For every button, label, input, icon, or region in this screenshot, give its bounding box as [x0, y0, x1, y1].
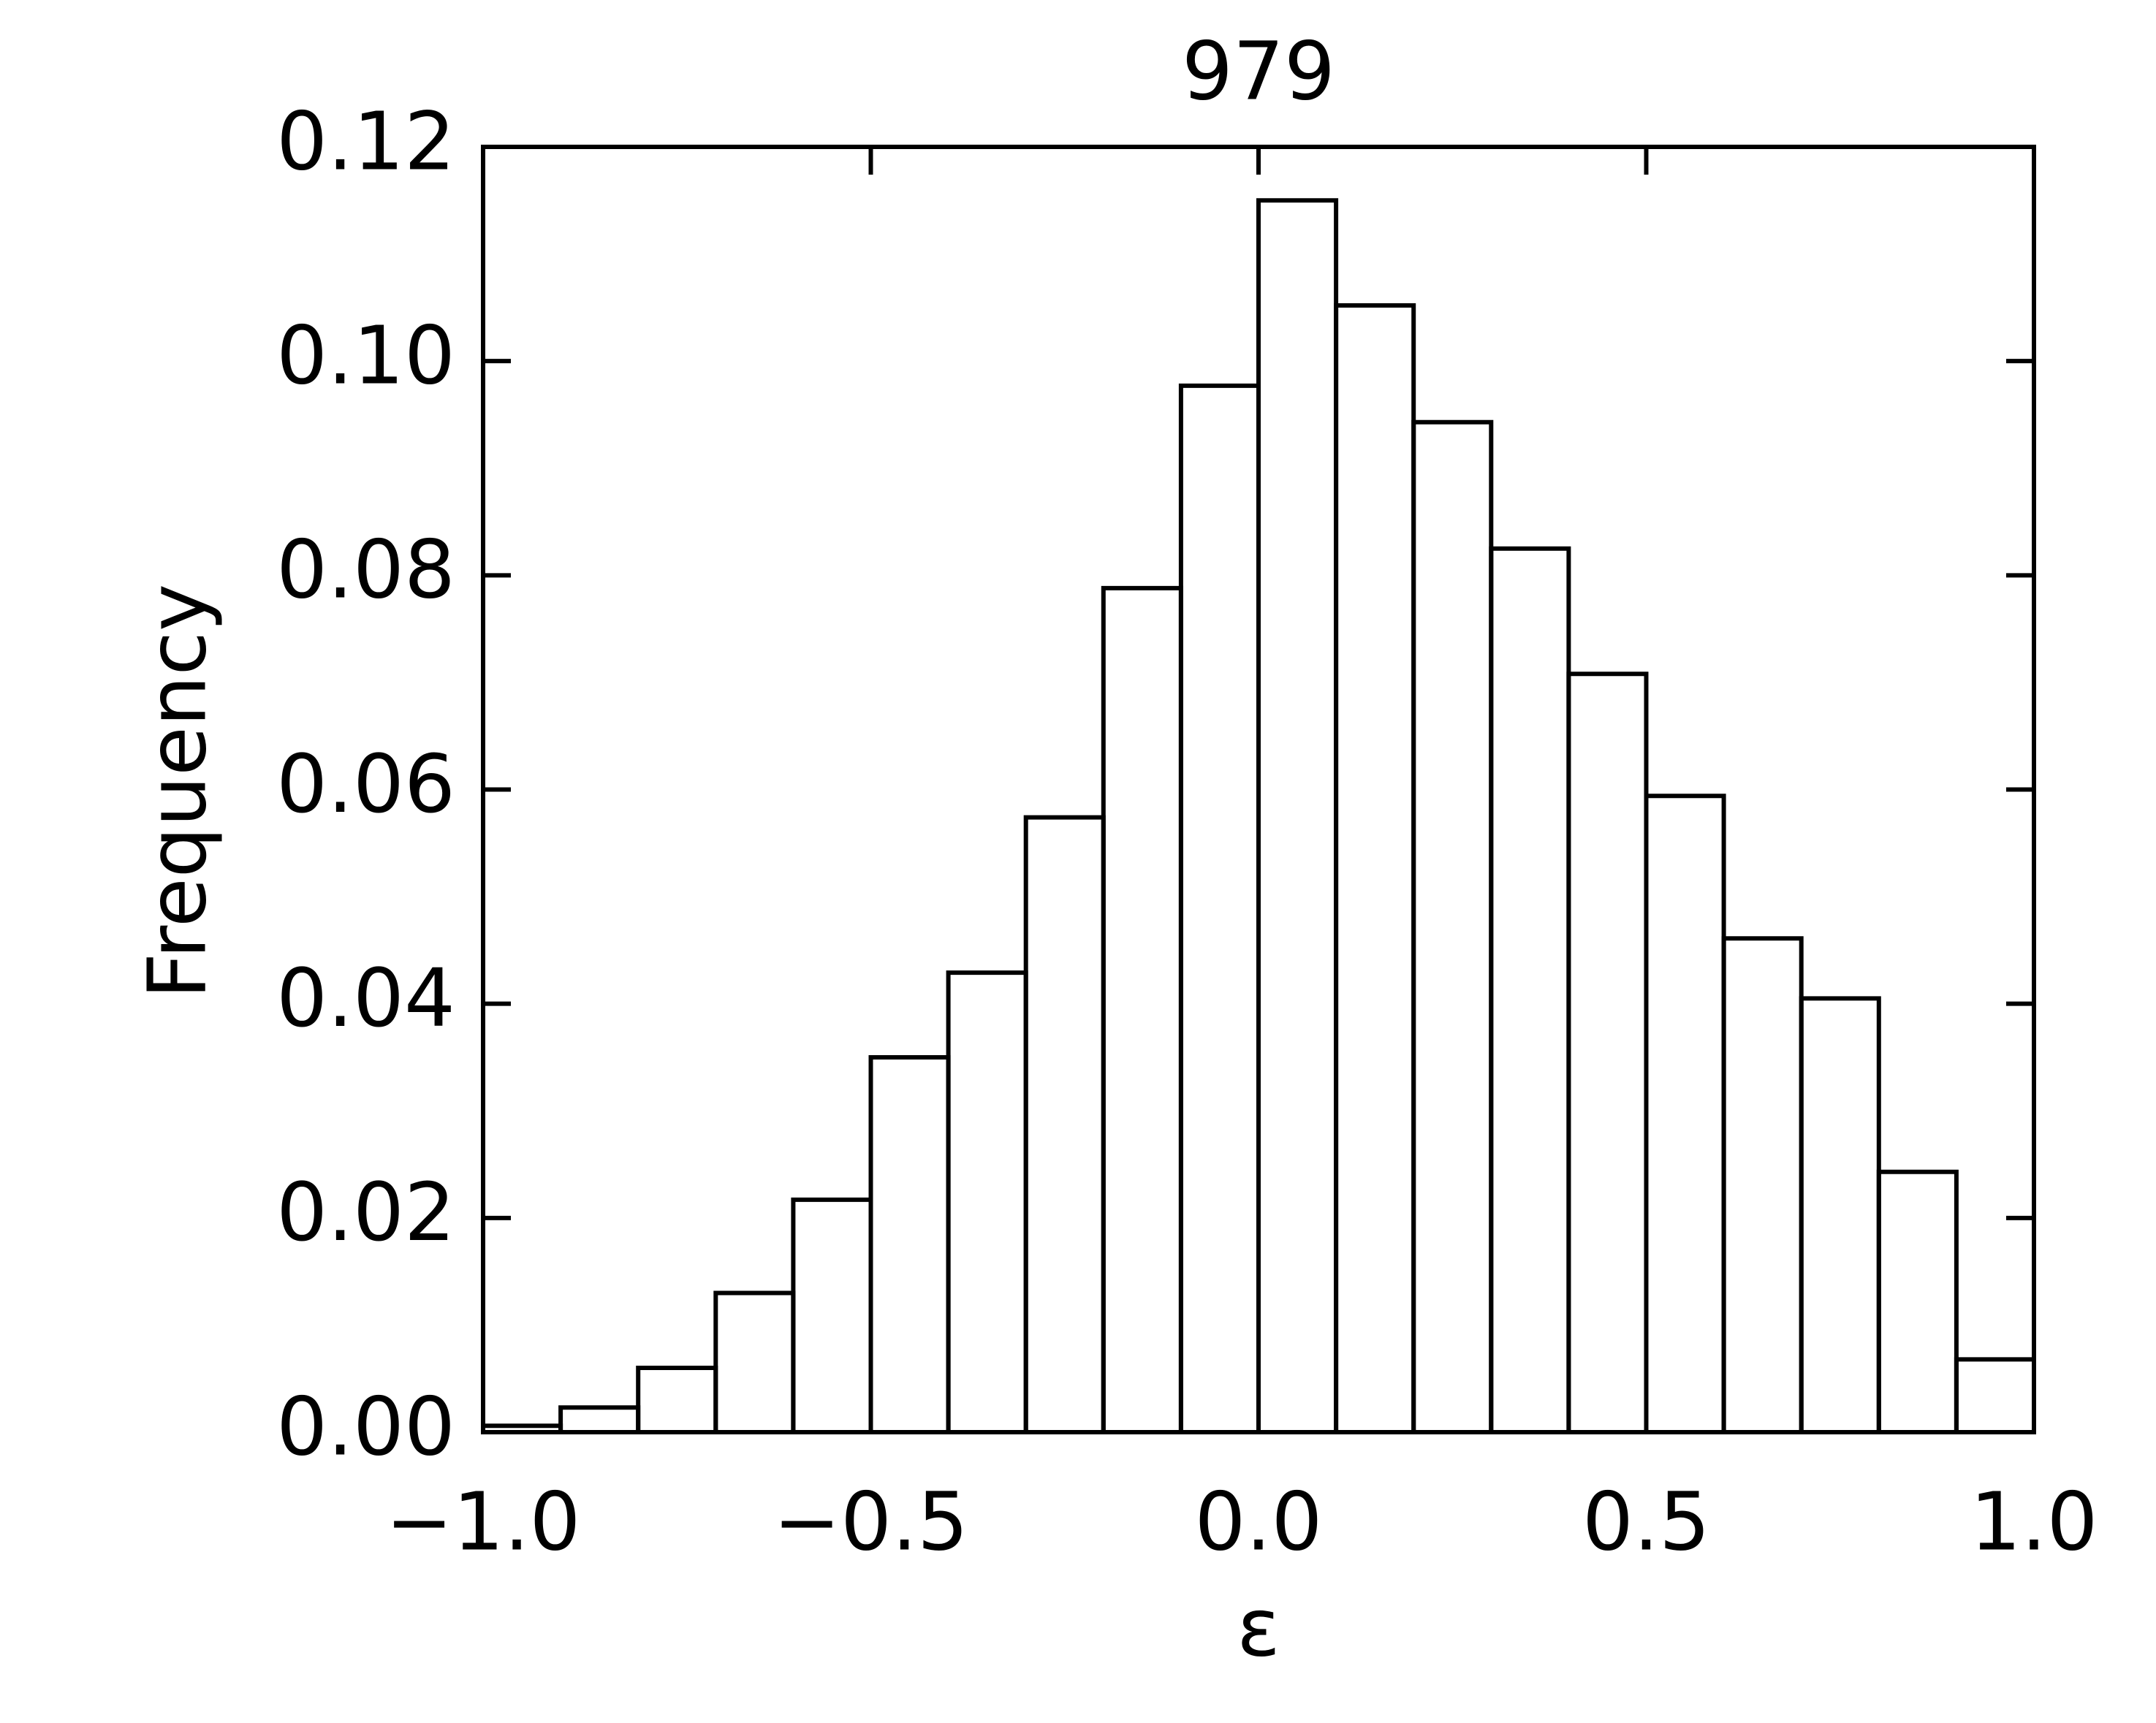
bar: [1256, 198, 1339, 1432]
bar: [868, 1054, 951, 1432]
bar: [1023, 815, 1106, 1432]
x-tick-label: −0.5: [773, 1475, 968, 1568]
chart-title: 979: [1182, 24, 1335, 118]
bar: [636, 1366, 718, 1432]
bar: [1644, 794, 1726, 1432]
bar: [1489, 546, 1571, 1432]
bar: [1334, 303, 1416, 1432]
bar: [1876, 1169, 1959, 1432]
x-tick-label: 0.5: [1582, 1475, 1710, 1568]
x-tick-label: 1.0: [1970, 1475, 2098, 1568]
bar: [946, 970, 1028, 1432]
y-tick-label: 0.06: [276, 737, 455, 831]
bar: [1721, 936, 1804, 1432]
y-tick-label: 0.00: [276, 1380, 455, 1473]
bar: [1411, 419, 1494, 1432]
x-tick-label: −1.0: [385, 1475, 580, 1568]
x-axis-label: ε: [1237, 1581, 1280, 1674]
y-tick-label: 0.04: [276, 951, 455, 1045]
y-tick-label: 0.10: [276, 308, 455, 402]
bar: [1954, 1357, 2036, 1432]
y-tick-label: 0.08: [276, 523, 455, 617]
bar: [1101, 585, 1183, 1432]
bar: [1799, 996, 1881, 1432]
bar: [1566, 672, 1649, 1432]
y-tick-label: 0.12: [276, 94, 455, 188]
bar: [713, 1290, 796, 1432]
y-tick-label: 0.02: [276, 1165, 455, 1259]
y-axis-label: Frequency: [130, 584, 224, 999]
bar: [1178, 383, 1261, 1432]
x-tick-label: 0.0: [1195, 1475, 1323, 1568]
bar: [558, 1405, 641, 1432]
bar: [791, 1197, 873, 1432]
